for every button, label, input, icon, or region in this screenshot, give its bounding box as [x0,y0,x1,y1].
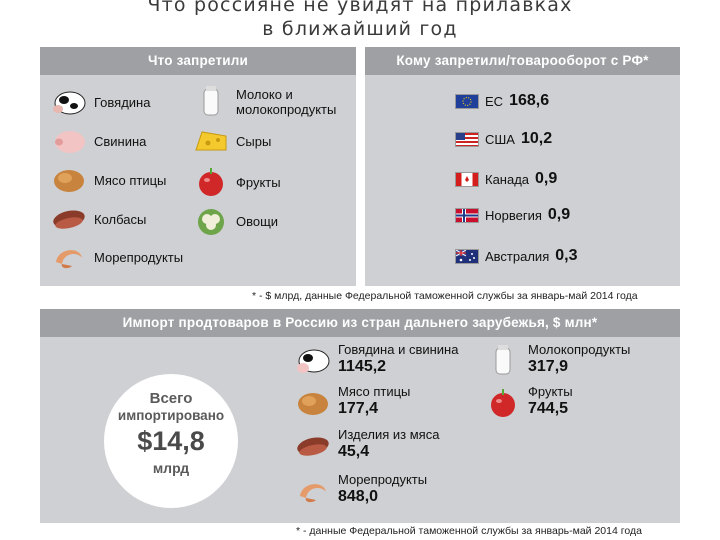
list-item: Фрукты [192,165,281,199]
list-item: Морепродукты 848,0 [294,472,427,508]
turnover-value: 168,6 [509,92,550,109]
title-line-2: в ближайший год [262,18,458,40]
sausage-icon [294,429,332,463]
banned-header: Что запретили [40,47,356,75]
list-item: Свинина [50,124,146,158]
sausage-icon [50,202,88,236]
footnote-bottom: * - данные Федеральной таможенной службы… [296,525,642,537]
country-name: США [485,131,515,147]
total-imported-badge: Всего импортировано $14,8 млрд [104,374,238,508]
turnover-value: 0,9 [535,170,558,187]
norway-flag-icon [455,207,479,223]
item-label: Морепродукты [94,249,184,265]
list-item: Канада 0,9 [455,170,557,188]
item-label: Фрукты [236,174,281,190]
total-line-1: Всего [149,390,193,407]
list-item: Изделия из мяса 45,4 [294,427,439,463]
milk-icon [192,85,230,119]
infographic-title: Что россияне не увидят на прилавках в бл… [0,0,720,41]
item-label: Мясо птицы [94,172,167,188]
eu-flag-icon [455,93,479,109]
cheese-icon [192,124,230,158]
import-label: Молокопродукты [528,342,631,357]
turnover-value: 10,2 [520,130,553,147]
import-value: 317,9 [528,358,569,375]
total-amount: $14,8 [137,426,205,456]
item-label: Сыры [236,133,272,149]
turnover-value: 0,3 [555,247,578,264]
list-item: Сыры [192,124,271,158]
list-item: США 10,2 [455,130,552,148]
turnover-value: 0,9 [547,206,571,223]
list-item: Молоко и молокопродукты [192,85,356,119]
list-item: Овощи [192,204,278,238]
import-label: Фрукты [528,384,573,399]
turnover-header: Кому запретили/товарооборот с РФ* [365,47,680,75]
us-flag-icon [455,131,479,147]
import-label: Изделия из мяса [338,427,440,442]
cow-icon [50,85,88,119]
imports-header: Импорт продтоваров в Россию из стран дал… [40,309,680,337]
import-value: 1145,2 [338,358,387,375]
cow-pig-icon [294,344,332,378]
import-label: Говядина и свинина [338,342,459,357]
chicken-icon [50,163,88,197]
total-line-2: импортировано [117,408,225,423]
shrimp-icon [50,240,88,274]
milk-icon [484,344,522,378]
australia-flag-icon [455,248,479,264]
title-line-1: Что россияне не увидят на прилавках [147,0,573,16]
footnote-top: * - $ млрд, данные Федеральной таможенно… [252,290,638,302]
import-value: 177,4 [338,400,379,417]
pig-icon [50,124,88,158]
import-value: 848,0 [338,488,379,505]
cauliflower-icon [192,204,230,238]
list-item: Мясо птицы 177,4 [294,384,410,420]
country-name: Канада [485,171,530,187]
import-value: 45,4 [338,443,370,460]
chicken-icon [294,386,332,420]
import-label: Мясо птицы [338,384,411,399]
turnover-panel: Кому запретили/товарооборот с РФ* ЕС 168… [365,47,680,286]
canada-flag-icon [455,171,479,187]
import-label: Морепродукты [338,472,428,487]
list-item: Говядина [50,85,150,119]
list-item: Мясо птицы [50,163,166,197]
item-label: Свинина [94,133,147,149]
country-name: Австралия [485,248,550,264]
list-item: Норвегия 0,9 [455,206,570,224]
list-item: Говядина и свинина 1145,2 [294,342,458,378]
list-item: Молокопродукты 317,9 [484,342,630,378]
list-item: ЕС 168,6 [455,92,549,110]
apple-icon [484,386,522,420]
list-item: Фрукты 744,5 [484,384,573,420]
item-label: Колбасы [94,211,147,227]
shrimp-icon [294,474,332,508]
item-label: Овощи [236,213,279,229]
apple-icon [192,165,230,199]
country-name: Норвегия [485,207,542,223]
item-label: Говядина [94,94,151,110]
total-unit: млрд [152,460,190,476]
list-item: Колбасы [50,202,146,236]
list-item: Австралия 0,3 [455,247,577,265]
banned-panel: Что запретили Говядина Молоко и молокопр… [40,47,356,286]
item-label: Молоко и молокопродукты [236,87,337,117]
country-name: ЕС [485,93,504,109]
list-item: Морепродукты [50,240,183,274]
import-value: 744,5 [528,400,569,417]
